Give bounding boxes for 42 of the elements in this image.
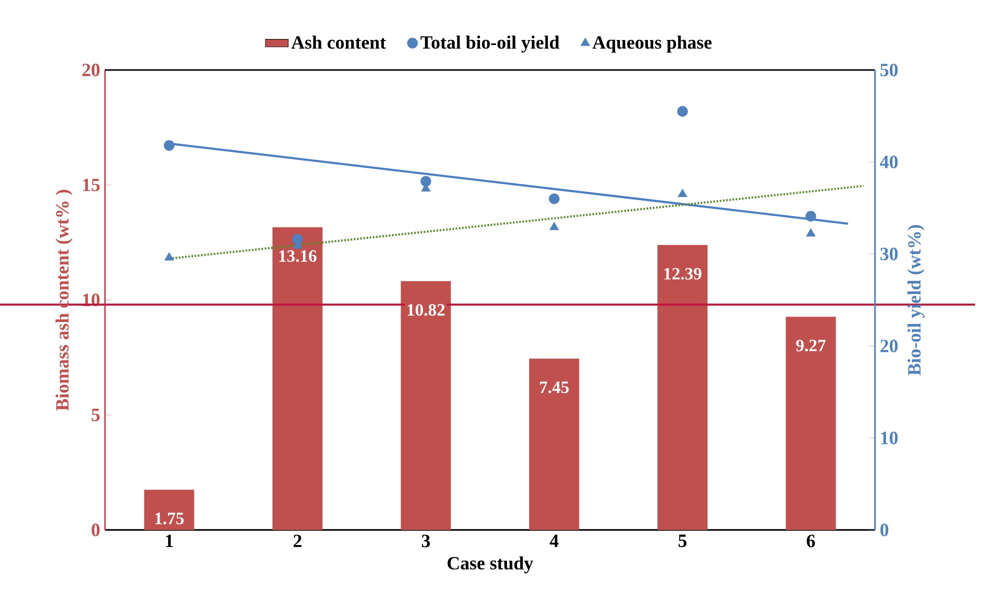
x-tick-label: 1 (166, 534, 173, 548)
point (548, 193, 560, 204)
y-tick-label: 5 (92, 408, 100, 422)
point (164, 140, 175, 151)
y2-tick-label: 50 (880, 64, 898, 76)
point (805, 210, 816, 222)
legend-label: Total bio-oil yield (420, 36, 560, 53)
point (806, 228, 816, 237)
y-axis-title: Biomass ash content (wt% ) (56, 190, 72, 411)
bar (400, 281, 451, 530)
y2-axis-title: Bio-oil yield (wt%) (908, 225, 925, 376)
y-tick-label: 15 (83, 178, 100, 192)
y2-tick-label: 10 (881, 432, 898, 444)
data-label: 7.45 (540, 382, 569, 394)
data-label: 9.27 (796, 340, 826, 352)
bar (272, 227, 323, 530)
data-label: 12.39 (664, 268, 702, 280)
legend-label: Aqueous phase (592, 36, 712, 53)
point (677, 106, 688, 117)
y2-tick-label: 20 (880, 340, 898, 352)
x-tick-label: 2 (294, 534, 302, 548)
y2-tick-label: 30 (880, 248, 898, 260)
data-label: 1.75 (155, 512, 184, 524)
x-axis-title: Case study (448, 556, 534, 574)
bar (529, 358, 580, 530)
point (164, 252, 174, 260)
x-tick-label: 6 (806, 534, 815, 548)
bar (657, 245, 708, 530)
x-tick-label: 3 (422, 534, 430, 548)
x-tick-label: 5 (678, 534, 686, 548)
x-tick-label: 4 (550, 534, 558, 547)
y-tick-label: 0 (92, 524, 100, 536)
y-tick-label: 20 (82, 64, 100, 76)
point (678, 188, 688, 197)
legend-label: Ash content (291, 36, 386, 49)
y2-tick-label: 0 (880, 524, 888, 536)
bar (786, 316, 836, 530)
data-label: 10.82 (408, 304, 445, 316)
data-label: 13.16 (279, 250, 316, 262)
point (550, 222, 559, 230)
y2-tick-label: 40 (880, 156, 898, 168)
point (420, 176, 432, 187)
